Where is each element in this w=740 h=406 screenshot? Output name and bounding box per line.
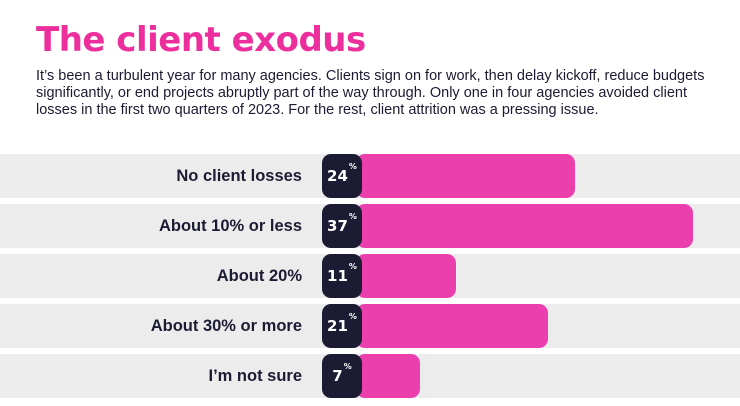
category-label: About 30% or more bbox=[150, 317, 302, 335]
value-label: 11% bbox=[322, 254, 362, 298]
bar-row: No client losses 24% bbox=[0, 154, 740, 198]
value-label: 37% bbox=[322, 204, 362, 248]
chart-title: The client exodus bbox=[36, 20, 366, 60]
bar bbox=[356, 154, 575, 198]
bar-row: About 30% or more 21% bbox=[0, 304, 740, 348]
bar bbox=[356, 354, 420, 398]
category-label: No client losses bbox=[176, 167, 302, 185]
bar-chart: No client losses 24% About 10% or less 37% A… bbox=[0, 152, 740, 406]
category-label: About 10% or less bbox=[158, 217, 302, 235]
value-label: 21% bbox=[322, 304, 362, 348]
bar-row: About 10% or less 37% bbox=[0, 204, 740, 248]
value-label: 7% bbox=[322, 354, 362, 398]
chart-subtitle: It’s been a turbulent year for many agen… bbox=[36, 68, 705, 118]
bar bbox=[356, 304, 548, 348]
bar-row: I’m not sure 7% bbox=[0, 354, 740, 398]
category-label: I’m not sure bbox=[208, 367, 302, 385]
bar bbox=[356, 204, 694, 248]
value-label: 24% bbox=[322, 154, 362, 198]
bar bbox=[356, 254, 457, 298]
bar-row: About 20% 11% bbox=[0, 254, 740, 298]
category-label: About 20% bbox=[216, 267, 302, 285]
